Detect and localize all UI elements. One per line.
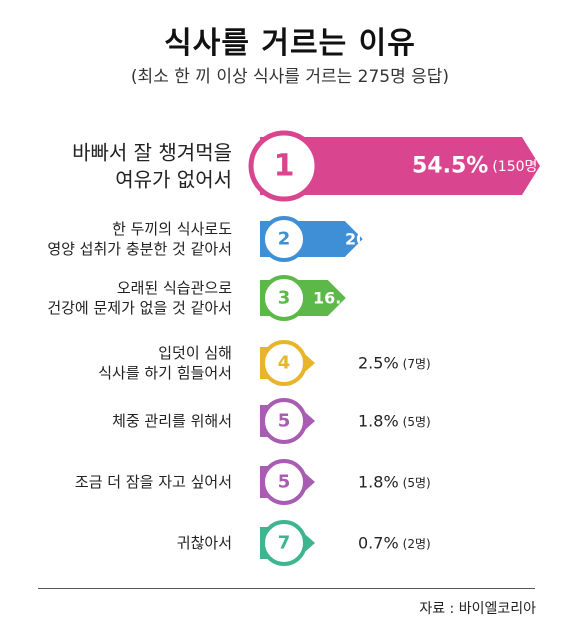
category-label-6-line-1: 조금 더 잠을 자고 싶어서	[75, 473, 232, 491]
category-label-1-line-1: 바빠서 잘 챙겨먹을	[72, 141, 232, 165]
category-label-5-line-1: 체중 관리를 위해서	[112, 412, 232, 430]
category-label-4-line-2: 식사를 하기 힘들어서	[98, 364, 232, 382]
value-label-3: 16.7%	[313, 289, 369, 308]
category-label-3-line-1: 오래된 식습관으로	[117, 279, 232, 297]
rank-number-4: 4	[278, 353, 291, 374]
bar-1	[260, 137, 540, 195]
count-label-4: (7명)	[403, 357, 431, 371]
count-label-2: (55명)	[387, 233, 423, 247]
category-label-2-line-2: 영양 섭취가 충분한 것 같아서	[47, 240, 232, 258]
value-label-5: 1.8%	[358, 412, 399, 431]
rank-number-1: 1	[274, 149, 295, 184]
value-label-7: 0.7%	[358, 534, 399, 553]
chart-subtitle: (최소 한 끼 이상 식사를 거르는 275명 응답)	[130, 67, 450, 87]
category-label-3-line-2: 건강에 문제가 없을 것 같아서	[47, 299, 232, 317]
rank-circle-3	[261, 275, 307, 321]
rank-number-7: 7	[278, 533, 291, 554]
count-label-6: (5명)	[403, 476, 431, 490]
count-label-3: (46명)	[373, 292, 409, 306]
count-label-7: (2명)	[403, 537, 431, 551]
category-label-7-line-1: 귀찮아서	[177, 534, 232, 552]
value-label-6: 1.8%	[358, 473, 399, 492]
rank-circle-6	[261, 459, 307, 505]
category-label-1-line-2: 여유가 없어서	[115, 168, 232, 192]
rank-number-2: 2	[278, 229, 291, 250]
rank-circle-2	[261, 216, 307, 262]
chart-title: 식사를 거르는 이유	[164, 26, 416, 61]
value-label-4: 2.5%	[358, 354, 399, 373]
source-note: 자료 : 바이엘코리아	[419, 601, 536, 617]
rank-circle-7	[261, 520, 307, 566]
footer-divider	[38, 588, 535, 589]
rank-circle-1	[248, 130, 320, 202]
rank-number-6: 5	[278, 472, 291, 493]
count-label-1: (150명)	[492, 159, 543, 175]
count-label-5: (5명)	[403, 415, 431, 429]
rank-number-5: 5	[278, 411, 291, 432]
rank-number-3: 3	[278, 288, 291, 309]
rank-circle-5	[261, 398, 307, 444]
category-label-2-line-1: 한 두끼의 식사로도	[112, 220, 232, 238]
value-label-2: 20%	[345, 230, 383, 249]
value-label-1: 54.5%	[412, 154, 488, 179]
category-label-4-line-1: 입덧이 심해	[158, 344, 232, 362]
rank-circle-4	[261, 340, 307, 386]
